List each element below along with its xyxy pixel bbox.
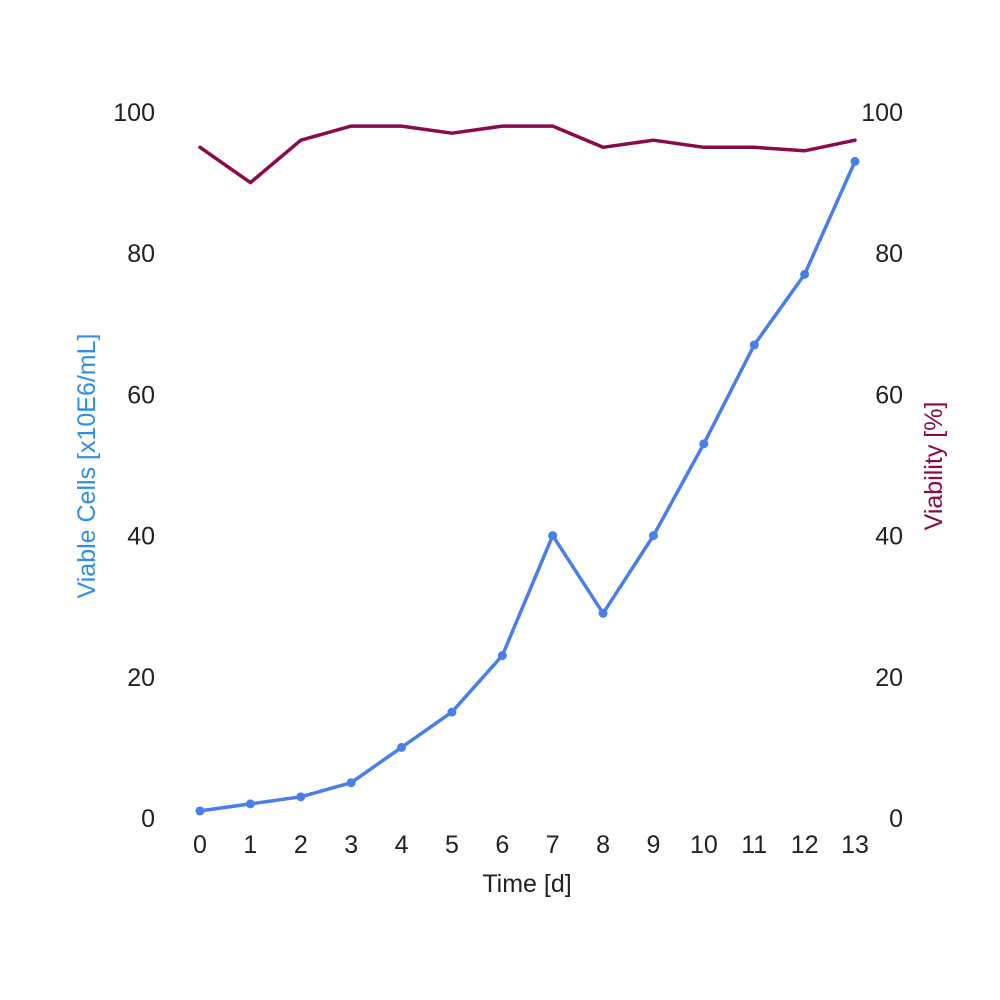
x-tick-label: 2 — [294, 831, 308, 859]
viable-cells-data-point — [245, 799, 255, 809]
right-y-tick-label: 60 — [875, 381, 903, 409]
viable-cells-data-point — [447, 707, 457, 717]
x-axis-ticks: 0 1 2 3 4 5 6 7 8 9 10 11 12 13 — [193, 831, 869, 859]
x-tick-label: 13 — [841, 831, 869, 859]
x-tick-label: 11 — [741, 831, 767, 859]
viability-series-line — [198, 124, 857, 185]
right-y-axis-ticks: 0 20 40 60 80 100 — [861, 99, 903, 833]
left-y-axis-title: Viable Cells [x10E6/mL] — [73, 334, 101, 599]
right-y-tick-label: 100 — [861, 99, 903, 127]
x-tick-label: 5 — [445, 831, 459, 859]
viable-cells-series-line — [198, 159, 857, 813]
left-y-tick-label: 60 — [127, 381, 155, 409]
viable-cells-data-point — [195, 806, 205, 816]
left-y-tick-label: 20 — [127, 664, 155, 692]
x-tick-label: 8 — [596, 831, 610, 859]
x-tick-label: 10 — [690, 831, 718, 859]
viable-cells-data-point — [648, 531, 658, 541]
plot-area — [195, 124, 860, 816]
viable-cells-data-point — [548, 531, 558, 541]
viable-cells-data-point — [296, 792, 306, 802]
left-y-tick-label: 80 — [127, 240, 155, 268]
x-tick-label: 0 — [193, 831, 207, 859]
viable-cells-data-point — [850, 156, 860, 166]
viable-cells-data-point — [346, 778, 356, 788]
left-y-tick-label: 100 — [113, 99, 155, 127]
viable-cells-data-point — [800, 269, 810, 279]
viable-cells-data-point — [749, 340, 759, 350]
right-y-tick-label: 0 — [889, 805, 903, 833]
right-y-tick-label: 40 — [875, 523, 903, 551]
x-tick-label: 6 — [495, 831, 509, 859]
viable-cells-data-point — [699, 439, 709, 449]
viable-cells-data-point — [598, 608, 608, 618]
viable-cells-data-point — [397, 742, 407, 752]
right-y-tick-label: 20 — [875, 664, 903, 692]
x-tick-label: 7 — [546, 831, 560, 859]
x-tick-label: 4 — [395, 831, 409, 859]
x-tick-label: 1 — [243, 831, 257, 859]
right-y-axis-title: Viability [%] — [920, 402, 948, 531]
x-tick-label: 9 — [647, 831, 661, 859]
viable-cells-data-point — [497, 651, 507, 661]
right-y-tick-label: 80 — [875, 240, 903, 268]
left-y-tick-label: 40 — [127, 523, 155, 551]
x-axis-title: Time [d] — [482, 870, 571, 898]
left-y-axis-ticks: 0 20 40 60 80 100 — [113, 99, 155, 833]
x-tick-label: 3 — [344, 831, 358, 859]
left-y-tick-label: 0 — [141, 805, 155, 833]
x-tick-label: 12 — [791, 831, 819, 859]
